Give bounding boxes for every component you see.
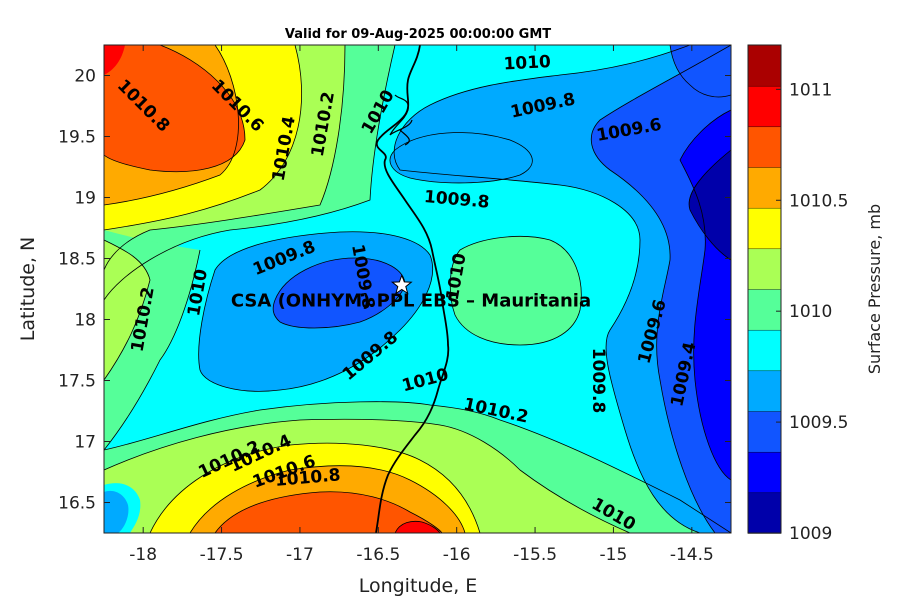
colorbar-frame xyxy=(747,44,782,534)
colorbar-tick-label: 1009 xyxy=(789,524,832,544)
colorbar-tick-label: 1010 xyxy=(789,302,832,322)
colorbar-band xyxy=(747,248,782,290)
band-topright-1011 xyxy=(104,45,118,62)
x-tick-label: -18 xyxy=(129,545,157,565)
y-tick-label: 17 xyxy=(74,433,96,453)
colorbar-band xyxy=(747,44,782,87)
colorbar-band xyxy=(747,329,782,372)
colorbar-ticks: 1009 1009.5 1010 1010.5 1011 xyxy=(776,80,848,544)
colorbar-band xyxy=(747,207,782,250)
x-axis-ticks: -18 -17.5 -17 -16.5 -16 -15.5 -15 -14.5 xyxy=(129,45,714,565)
y-tick-label: 16.5 xyxy=(58,494,96,514)
colorbar-band xyxy=(747,288,782,331)
band-right-1009-2 xyxy=(689,150,731,260)
colorbar-tick-label: 1010.5 xyxy=(789,191,848,211)
band-middle-blue-blob xyxy=(390,132,533,183)
station-marker: CSA (ONHYM) PPL EBS – Mauritania xyxy=(231,273,591,311)
x-tick-label: -17 xyxy=(286,545,314,565)
y-tick-label: 18.5 xyxy=(58,250,96,270)
y-tick-label: 17.5 xyxy=(58,372,96,392)
x-tick-label: -16.5 xyxy=(356,545,400,565)
colorbar-band xyxy=(747,492,782,534)
x-axis-label: Longitude, E xyxy=(359,575,478,597)
contour-lines xyxy=(104,45,731,533)
y-tick-label: 19 xyxy=(74,189,96,209)
band-bottom-1011 xyxy=(395,521,440,533)
x-tick-label: -17.5 xyxy=(200,545,244,565)
colorbar-band xyxy=(747,126,782,168)
band-bottom-left-blue xyxy=(104,490,129,533)
band-center-1009-6 xyxy=(273,258,405,328)
y-axis-ticks: 16.5 17 17.5 18 18.5 19 19.5 20 xyxy=(58,67,731,514)
colorbar-band xyxy=(747,370,782,412)
band-bottom-1010-8 xyxy=(215,491,442,533)
x-tick-label: -15.5 xyxy=(513,545,557,565)
x-tick-label: -14.5 xyxy=(670,545,714,565)
contour-label: 1009.8 xyxy=(588,348,608,414)
contour-fill-layer xyxy=(104,45,731,533)
colorbar xyxy=(747,44,782,534)
colorbar-label: Surface Pressure, mb xyxy=(865,204,884,374)
band-1010-8 xyxy=(104,45,245,172)
station-star-icon xyxy=(390,273,413,295)
x-tick-label: -16 xyxy=(443,545,471,565)
band-right-1010 xyxy=(450,236,582,345)
y-tick-label: 19.5 xyxy=(58,128,96,148)
band-left-1010-2 xyxy=(104,240,150,380)
x-tick-label: -15 xyxy=(600,545,628,565)
colorbar-band xyxy=(747,410,782,453)
colorbar-band xyxy=(747,166,782,209)
colorbar-band xyxy=(747,451,782,494)
colorbar-tick-label: 1011 xyxy=(789,80,832,100)
y-axis-label: Latitude, N xyxy=(17,237,39,342)
y-tick-label: 18 xyxy=(74,311,96,331)
colorbar-band xyxy=(747,85,782,128)
plot-frame xyxy=(103,44,732,534)
chart-title: Valid for 09-Aug-2025 00:00:00 GMT xyxy=(285,27,551,42)
station-label: CSA (ONHYM) PPL EBS – Mauritania xyxy=(231,290,591,311)
coastline-inlet xyxy=(389,94,413,146)
colorbar-tick-label: 1009.5 xyxy=(789,413,848,433)
contour-label: 1010 xyxy=(503,52,551,74)
band-right-top-blue xyxy=(670,45,731,97)
y-tick-label: 20 xyxy=(74,67,96,87)
